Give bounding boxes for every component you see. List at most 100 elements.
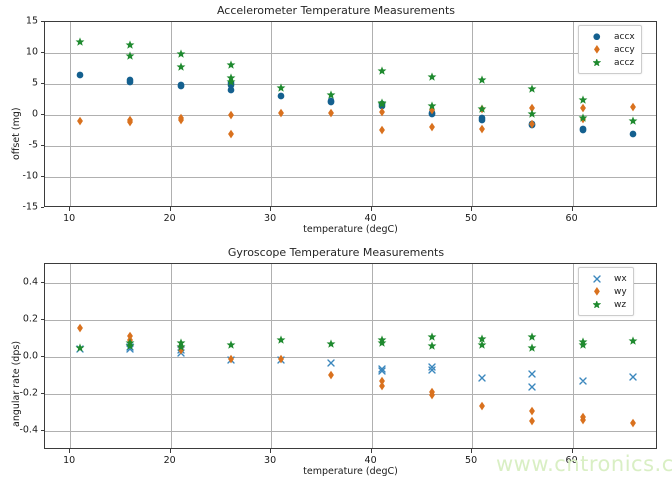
legend-label-wz: wz — [614, 299, 627, 310]
x-gridline — [572, 264, 574, 448]
x-tick-label: 50 — [465, 455, 478, 466]
x-gridline — [572, 22, 574, 206]
data-point-wy — [428, 390, 435, 400]
data-point-accy — [227, 110, 234, 120]
y-tick-mark — [40, 393, 44, 395]
y-tick-mark — [40, 207, 44, 208]
data-point-accz — [377, 66, 387, 75]
data-point-accy — [227, 129, 234, 138]
data-point-wx — [528, 370, 537, 378]
data-point-wx — [377, 365, 386, 373]
data-point-wy — [127, 331, 134, 340]
data-point-accz — [578, 113, 588, 122]
data-point-wy — [227, 354, 234, 364]
x-tick-label: 20 — [163, 455, 176, 466]
legend-marker-wy-icon — [584, 287, 610, 296]
y-tick-mark — [40, 281, 44, 283]
data-point-wy — [579, 415, 586, 425]
x-tick-mark — [270, 449, 272, 453]
x-tick-label: 20 — [163, 213, 176, 224]
data-point-accx — [76, 71, 84, 79]
data-point-wz — [527, 332, 537, 342]
y-tick-label: 0.0 — [22, 350, 38, 362]
y-tick-mark — [40, 318, 44, 320]
data-point-accz — [477, 104, 487, 114]
data-point-wx — [126, 344, 135, 353]
legend-item-wz[interactable]: wz — [584, 298, 627, 311]
data-point-accx — [579, 126, 587, 134]
data-point-wx — [428, 363, 436, 371]
accelerometer-plot-area — [44, 21, 657, 207]
data-point-wy — [529, 416, 536, 426]
y-tick-label: -0.4 — [19, 424, 38, 436]
x-tick-label: 50 — [465, 213, 478, 224]
data-point-wz — [176, 342, 186, 351]
y-tick-mark — [40, 21, 44, 22]
gyroscope-legend[interactable]: wx wy wz — [578, 267, 634, 316]
y-tick-mark — [40, 52, 44, 53]
data-point-wz — [427, 332, 437, 342]
y-gridline — [45, 146, 656, 147]
legend-item-accy[interactable]: accy — [584, 43, 635, 56]
legend-label-accx: accx — [614, 31, 635, 42]
x-tick-mark — [571, 207, 573, 211]
data-point-wy — [479, 401, 486, 411]
legend-item-accz[interactable]: accz — [584, 56, 635, 69]
x-tick-mark — [471, 449, 473, 453]
x-gridline — [70, 264, 72, 448]
y-tick-mark — [40, 145, 44, 146]
data-point-accz — [377, 99, 387, 108]
data-point-wz — [578, 340, 588, 349]
x-gridline — [371, 264, 373, 448]
legend-marker-accy-icon — [584, 45, 610, 54]
data-point-accz — [75, 37, 85, 46]
y-tick-label: 0.2 — [22, 313, 38, 325]
data-point-accz — [477, 75, 487, 84]
data-point-wy — [378, 376, 385, 386]
data-point-accy — [177, 115, 184, 125]
accelerometer-legend[interactable]: accx accy accz — [578, 25, 642, 74]
data-point-wx — [528, 383, 537, 391]
data-point-wy — [629, 418, 636, 428]
y-tick-label: 0 — [31, 108, 38, 120]
data-point-accx — [428, 111, 436, 119]
y-tick-label: -5 — [28, 139, 38, 151]
data-point-wy — [328, 370, 335, 379]
legend-item-accx[interactable]: accx — [584, 30, 635, 43]
y-gridline — [45, 394, 656, 396]
data-point-wx — [327, 358, 336, 367]
data-point-accy — [77, 116, 84, 126]
x-tick-label: 40 — [364, 213, 377, 224]
data-point-wz — [477, 334, 487, 344]
data-point-accy — [328, 108, 335, 118]
gyroscope-y-axis-label: angular rate (dps) — [11, 340, 22, 427]
legend-item-wx[interactable]: wx — [584, 272, 627, 285]
data-point-accx — [227, 86, 235, 94]
x-gridline — [70, 22, 72, 206]
data-point-accy — [127, 117, 134, 127]
x-tick-label: 10 — [63, 213, 76, 224]
x-tick-mark — [571, 449, 573, 453]
legend-marker-wx-icon — [584, 274, 610, 283]
x-tick-label: 60 — [565, 213, 578, 224]
y-tick-mark — [40, 114, 44, 115]
x-gridline — [472, 22, 474, 206]
data-point-wz — [226, 340, 236, 349]
accelerometer-y-axis-label: offset (mg) — [11, 107, 22, 160]
data-point-accz — [527, 84, 537, 93]
data-point-accx — [127, 78, 135, 86]
y-tick-label: -0.2 — [19, 387, 38, 399]
data-point-wx — [428, 366, 436, 374]
x-tick-label: 60 — [565, 455, 578, 466]
x-tick-mark — [69, 207, 71, 211]
data-point-accz — [276, 83, 286, 92]
gyroscope-x-axis-label: temperature (degC) — [303, 466, 398, 477]
data-point-wy — [529, 406, 536, 416]
legend-marker-accz-icon — [584, 58, 610, 67]
x-tick-label: 40 — [364, 455, 377, 466]
data-point-accz — [226, 60, 236, 69]
data-point-accy — [529, 103, 536, 113]
accelerometer-panel: Accelerometer Temperature Measurements o… — [11, 4, 657, 235]
data-point-accy — [629, 102, 636, 112]
legend-item-wy[interactable]: wy — [584, 285, 627, 298]
